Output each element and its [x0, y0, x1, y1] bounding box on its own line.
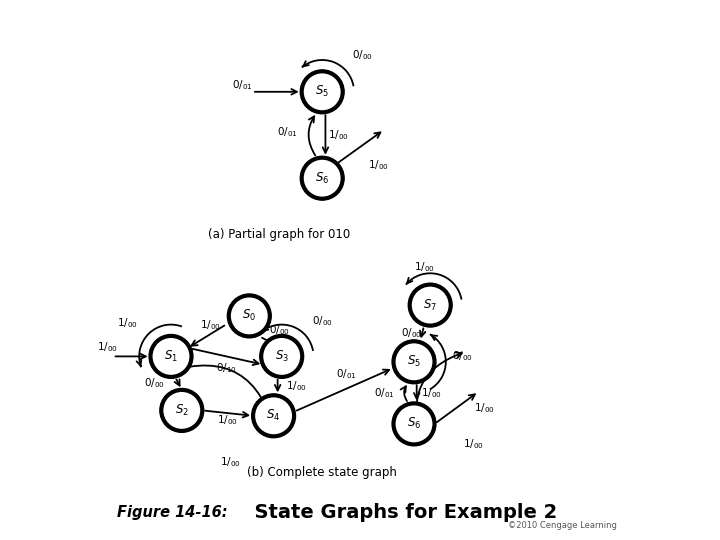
Text: $1/_{00}$: $1/_{00}$ [117, 316, 138, 330]
Text: $1/_{00}$: $1/_{00}$ [369, 158, 390, 172]
Circle shape [302, 71, 343, 112]
Text: $S_{6}$: $S_{6}$ [407, 416, 421, 431]
Text: $0/_{10}$: $0/_{10}$ [216, 361, 237, 375]
Circle shape [410, 285, 451, 326]
Text: $1/_{00}$: $1/_{00}$ [474, 401, 495, 415]
Text: $S_{4}$: $S_{4}$ [266, 408, 281, 423]
Text: $0/_{00}$: $0/_{00}$ [352, 48, 373, 62]
Text: $S_{0}$: $S_{0}$ [242, 308, 256, 323]
Circle shape [161, 390, 202, 431]
Text: $1/_{00}$: $1/_{00}$ [328, 128, 349, 142]
Text: $S_{5}$: $S_{5}$ [315, 84, 329, 99]
Text: $0/_{00}$: $0/_{00}$ [144, 376, 166, 390]
Circle shape [394, 341, 435, 382]
Circle shape [302, 158, 343, 199]
Text: $0/_{00}$: $0/_{00}$ [401, 327, 422, 340]
Text: $1/_{00}$: $1/_{00}$ [220, 455, 241, 469]
Text: $1/_{00}$: $1/_{00}$ [96, 340, 118, 354]
Text: $S_{2}$: $S_{2}$ [175, 403, 189, 418]
Text: $1/_{00}$: $1/_{00}$ [217, 413, 238, 427]
Text: $S_{1}$: $S_{1}$ [164, 349, 178, 364]
Text: $S_{7}$: $S_{7}$ [423, 298, 437, 313]
Text: $1/_{00}$: $1/_{00}$ [420, 386, 442, 400]
Circle shape [161, 390, 202, 431]
Text: (b) Complete state graph: (b) Complete state graph [247, 466, 397, 479]
Circle shape [261, 336, 302, 377]
Circle shape [261, 336, 302, 377]
Circle shape [302, 158, 343, 199]
Text: Figure 14-16:: Figure 14-16: [117, 505, 228, 521]
Text: (a) Partial graph for 010: (a) Partial graph for 010 [208, 228, 350, 241]
Circle shape [394, 403, 435, 444]
Text: $1/_{00}$: $1/_{00}$ [199, 319, 220, 332]
Circle shape [229, 295, 270, 336]
Text: $0/_{00}$: $0/_{00}$ [269, 323, 289, 336]
Circle shape [394, 341, 435, 382]
Circle shape [394, 403, 435, 444]
Text: $S_{3}$: $S_{3}$ [275, 349, 289, 364]
Text: $1/_{00}$: $1/_{00}$ [287, 379, 307, 393]
Text: ©2010 Cengage Learning: ©2010 Cengage Learning [508, 521, 616, 530]
Circle shape [150, 336, 192, 377]
Text: $0/_{01}$: $0/_{01}$ [374, 386, 395, 400]
Text: $0/_{01}$: $0/_{01}$ [232, 78, 253, 92]
Circle shape [302, 71, 343, 112]
Text: $0/_{00}$: $0/_{00}$ [312, 314, 333, 328]
Text: $1/_{00}$: $1/_{00}$ [414, 260, 436, 274]
Text: $S_{5}$: $S_{5}$ [407, 354, 421, 369]
Circle shape [253, 395, 294, 436]
Circle shape [253, 395, 294, 436]
Circle shape [410, 285, 451, 326]
Text: $0/_{01}$: $0/_{01}$ [336, 367, 357, 381]
Text: $0/_{01}$: $0/_{01}$ [276, 125, 297, 139]
Circle shape [229, 295, 270, 336]
Circle shape [150, 336, 192, 377]
Text: $S_{6}$: $S_{6}$ [315, 171, 329, 186]
Text: $0/_{00}$: $0/_{00}$ [452, 349, 473, 363]
Text: State Graphs for Example 2: State Graphs for Example 2 [241, 503, 557, 523]
Text: $1/_{00}$: $1/_{00}$ [463, 437, 484, 451]
